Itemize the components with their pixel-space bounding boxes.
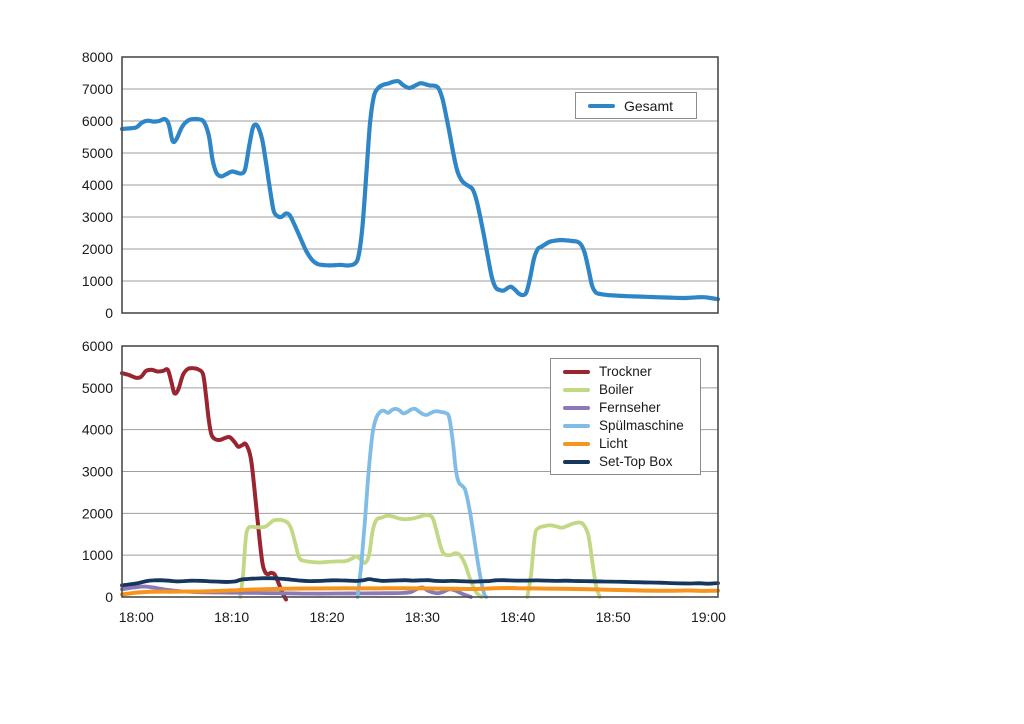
legend-label-boiler: Boiler [599,382,634,397]
series-line-licht [120,586,720,597]
legend-item-set-top-box: Set-Top Box [551,453,700,471]
ytick-label-4000: 4000 [82,422,113,438]
device-consumption-plot: 0 1000 2000 3000 4000 5000 6000 18:00 18:10 18:20… [82,338,726,625]
device-consumption-chart: 0 1000 2000 3000 4000 5000 6000 18:00 18:10 18:20… [60,330,750,640]
series-line-trockner [120,366,288,602]
legend-label-set-top-box: Set-Top Box [599,454,673,469]
legend-swatch-trockner [563,369,590,374]
ytick-label-3000: 3000 [82,209,113,225]
legend-item-gesamt: Gesamt [576,98,696,114]
series-line-boiler [525,520,602,599]
ytick-label-5000: 5000 [82,145,113,161]
xtick-label-18:40: 18:40 [500,609,535,625]
ytick-label-1000: 1000 [82,547,113,563]
legend-item-trockner: Trockner [551,363,700,381]
legend-item-boiler: Boiler [551,381,700,399]
ytick-label-5000: 5000 [82,380,113,396]
ytick-label-6000: 6000 [82,338,113,354]
ytick-label-3000: 3000 [82,464,113,480]
series-line-set-top-box [120,576,720,588]
ytick-label-6000: 6000 [82,113,113,129]
ytick-label-0: 0 [105,589,113,605]
ytick-label-7000: 7000 [82,81,113,97]
xtick-label-18:30: 18:30 [405,609,440,625]
total-consumption-chart: 0 1000 2000 3000 4000 5000 6000 7000 8000 Gesamt [60,40,750,330]
ytick-label-0: 0 [105,305,113,321]
legend-swatch-boiler [563,387,590,392]
ytick-label-8000: 8000 [82,49,113,65]
legend-label-licht: Licht [599,436,628,451]
plot-frame [121,345,719,598]
legend-label-fernseher: Fernseher [599,400,661,415]
plot-frame [121,56,719,314]
series-line-gesamt [119,78,721,302]
legend-item-fernseher: Fernseher [551,399,700,417]
total-consumption-plot: 0 1000 2000 3000 4000 5000 6000 7000 8000 [82,49,721,321]
legend-label-trockner: Trockner [599,364,652,379]
xtick-label-19:00: 19:00 [691,609,726,625]
xtick-label-18:50: 18:50 [596,609,631,625]
legend-swatch-set-top-box [563,459,590,464]
ytick-label-2000: 2000 [82,505,113,521]
ytick-label-4000: 4000 [82,177,113,193]
legend-swatch-licht [563,441,590,446]
ytick-label-2000: 2000 [82,241,113,257]
legend-item-spuelmaschine: Spülmaschine [551,417,700,435]
legend-label-gesamt: Gesamt [624,97,674,114]
series-line-spuelmaschine [355,406,489,599]
legend-item-licht: Licht [551,435,700,453]
legend-swatch-fernseher [563,405,590,410]
total-chart-legend: Gesamt [575,92,697,119]
device-chart-legend: Trockner Boiler Fernseher Spülmaschine Licht… [550,358,701,475]
legend-label-spuelmaschine: Spülmaschine [599,418,684,433]
xtick-label-18:20: 18:20 [310,609,345,625]
legend-swatch-spuelmaschine [563,423,590,428]
xtick-label-18:10: 18:10 [214,609,249,625]
legend-swatch-gesamt [588,103,615,108]
ytick-label-1000: 1000 [82,273,113,289]
xtick-label-18:00: 18:00 [119,609,154,625]
